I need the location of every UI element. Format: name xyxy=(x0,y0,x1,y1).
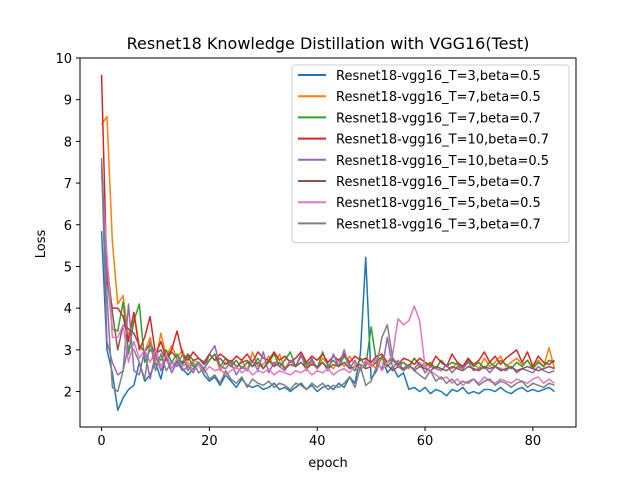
y-tick-label: 3 xyxy=(64,344,72,359)
x-tick-label: 20 xyxy=(201,434,218,449)
x-axis-title: epoch xyxy=(308,456,348,471)
chart-title: Resnet18 Knowledge Distillation with VGG… xyxy=(127,34,530,53)
x-tick-label: 0 xyxy=(97,434,105,449)
legend-label: Resnet18-vgg16_T=3,beta=0.7 xyxy=(336,217,541,232)
y-tick-label: 4 xyxy=(64,302,72,317)
y-tick-label: 2 xyxy=(64,386,72,401)
legend-frame xyxy=(291,64,570,244)
x-tick-label: 40 xyxy=(309,434,326,449)
legend-label: Resnet18-vgg16_T=10,beta=0.7 xyxy=(336,133,549,148)
y-tick-label: 5 xyxy=(64,260,72,275)
series-line-7 xyxy=(100,170,555,387)
x-axis: 0 20 40 60 80 xyxy=(97,427,541,449)
legend-label: Resnet18-vgg16_T=5,beta=0.7 xyxy=(336,175,541,190)
x-tick-label: 80 xyxy=(525,434,542,449)
y-axis-title: Loss xyxy=(34,230,49,259)
y-tick-label: 6 xyxy=(64,219,72,234)
legend-label: Resnet18-vgg16_T=3,beta=0.5 xyxy=(336,69,541,84)
y-tick-label: 10 xyxy=(55,52,72,67)
y-tick-label: 7 xyxy=(64,177,72,192)
series-line-8 xyxy=(100,158,555,393)
legend-label: Resnet18-vgg16_T=7,beta=0.5 xyxy=(336,90,541,105)
legend-label: Resnet18-vgg16_T=5,beta=0.5 xyxy=(336,196,541,211)
legend-label: Resnet18-vgg16_T=10,beta=0.5 xyxy=(336,154,549,169)
series-line-3 xyxy=(100,170,555,372)
series-line-1 xyxy=(100,230,555,412)
legend-label: Resnet18-vgg16_T=7,beta=0.7 xyxy=(336,111,541,126)
y-tick-label: 8 xyxy=(64,135,72,150)
plot-frame xyxy=(79,57,577,428)
y-axis: 2 3 4 5 6 7 8 9 10 xyxy=(55,52,80,401)
x-tick-label: 60 xyxy=(417,434,434,449)
series-line-5 xyxy=(100,162,555,380)
series-line-4 xyxy=(100,74,555,368)
legend: Resnet18-vgg16_T=3,beta=0.5 Resnet18-vgg1… xyxy=(291,64,570,244)
y-tick-label: 9 xyxy=(64,94,72,109)
plot-lines xyxy=(100,74,556,412)
